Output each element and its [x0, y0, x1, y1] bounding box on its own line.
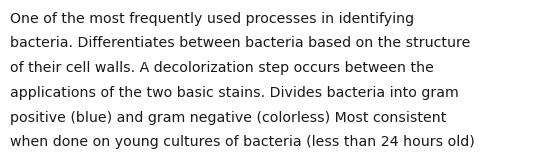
Text: when done on young cultures of bacteria (less than 24 hours old): when done on young cultures of bacteria … — [10, 135, 475, 149]
Text: of their cell walls. A decolorization step occurs between the: of their cell walls. A decolorization st… — [10, 61, 434, 75]
Text: positive (blue) and gram negative (colorless) Most consistent: positive (blue) and gram negative (color… — [10, 111, 446, 125]
Text: bacteria. Differentiates between bacteria based on the structure: bacteria. Differentiates between bacteri… — [10, 36, 470, 50]
Text: applications of the two basic stains. Divides bacteria into gram: applications of the two basic stains. Di… — [10, 86, 459, 100]
Text: One of the most frequently used processes in identifying: One of the most frequently used processe… — [10, 12, 414, 26]
